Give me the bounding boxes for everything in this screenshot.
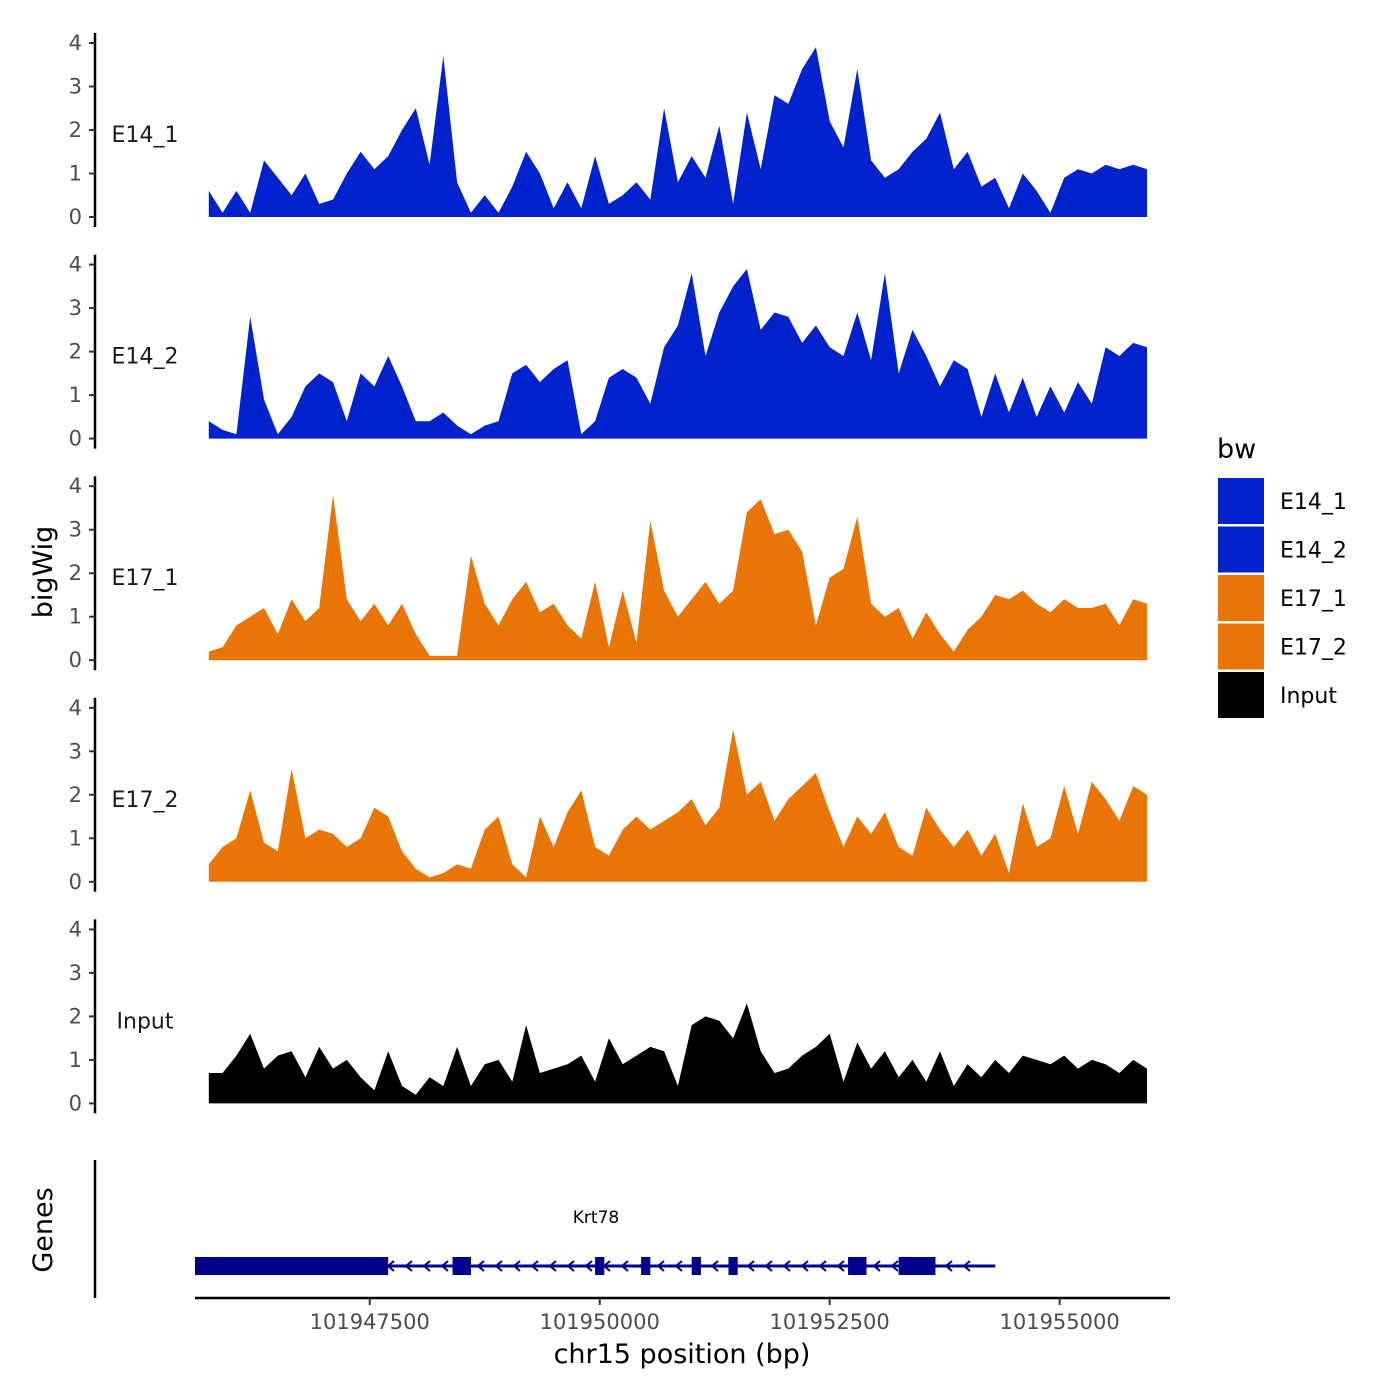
legend-swatch — [1218, 575, 1264, 621]
strand-arrow — [656, 1260, 665, 1272]
gene-exon — [728, 1257, 738, 1275]
y-tick-label: 0 — [69, 205, 82, 229]
y-axis-title: bigWig — [28, 526, 59, 619]
y-tick-label: 3 — [69, 961, 82, 985]
strand-arrow — [890, 1260, 899, 1272]
y-tick-label: 0 — [69, 427, 82, 451]
track-e14-2: 0 1 2 3 4 E14_2 — [69, 253, 1148, 451]
legend-swatch — [1218, 526, 1264, 573]
x-tick-label: 101955000 — [999, 1310, 1119, 1334]
track-label: E17_2 — [112, 788, 179, 813]
legend-label: E17_1 — [1280, 587, 1347, 612]
gene-name-label: Krt78 — [573, 1208, 619, 1228]
legend: bw E14_1 E14_2 E17_1 E17_2 Input — [1217, 434, 1347, 718]
strand-arrow — [962, 1260, 971, 1272]
strand-arrow — [782, 1260, 791, 1272]
gene-exon — [898, 1257, 936, 1275]
y-tick-label: 0 — [69, 1091, 82, 1115]
strand-arrow — [872, 1260, 881, 1272]
gene-exon — [848, 1257, 867, 1275]
strand-arrow — [818, 1260, 827, 1272]
y-tick-label: 4 — [69, 696, 82, 720]
strand-arrow — [566, 1260, 575, 1272]
legend-label: E17_2 — [1280, 636, 1347, 661]
strand-arrow — [944, 1260, 953, 1272]
area-input — [208, 1003, 1148, 1104]
gene-model — [195, 1257, 996, 1275]
x-axis: 101947500 101950000 101952500 101955000 — [195, 1296, 1170, 1334]
gene-exon — [595, 1257, 605, 1275]
gene-exon — [195, 1257, 389, 1275]
strand-arrow — [476, 1260, 485, 1272]
strand-arrow — [422, 1260, 431, 1272]
y-tick-label: 3 — [69, 75, 82, 99]
x-axis-title: chr15 position (bp) — [554, 1339, 811, 1370]
legend-label: E14_1 — [1280, 490, 1347, 515]
strand-arrow — [530, 1260, 539, 1272]
gene-panel: Krt78 — [93, 1160, 996, 1298]
y-tick-label: 2 — [69, 783, 82, 807]
x-tick-label: 101947500 — [310, 1310, 430, 1334]
strand-arrow — [404, 1260, 413, 1272]
track-e17-1: 0 1 2 3 4 E17_1 — [69, 474, 1148, 672]
strand-arrow — [620, 1260, 629, 1272]
area-e17-1 — [208, 494, 1148, 661]
strand-arrow — [746, 1260, 755, 1272]
y-tick-label: 2 — [69, 340, 82, 364]
legend-swatch — [1218, 478, 1264, 524]
y-tick-label: 0 — [69, 870, 82, 894]
area-e14-2 — [208, 269, 1148, 439]
y-tick-label: 4 — [69, 917, 82, 941]
y-tick-label: 0 — [69, 648, 82, 672]
strand-arrow — [494, 1260, 503, 1272]
y-tick-label: 3 — [69, 296, 82, 320]
x-tick-label: 101950000 — [540, 1310, 660, 1334]
track-label: Input — [117, 1009, 174, 1034]
legend-title: bw — [1217, 434, 1256, 465]
strand-arrow — [674, 1260, 683, 1272]
gene-exon — [641, 1257, 651, 1275]
signal-tracks: 0 1 2 3 4 E14_1 0 1 2 3 4 E14_2 0 1 2 3 4 E17_1 0 1 2 3 4 E17_2… — [69, 31, 1148, 1115]
track-label: E14_2 — [112, 345, 179, 370]
strand-arrow — [800, 1260, 809, 1272]
area-e14-1 — [208, 47, 1148, 217]
strand-arrow — [764, 1260, 773, 1272]
gene-exon — [691, 1257, 701, 1275]
gene-exon — [452, 1257, 471, 1275]
strand-arrow — [440, 1260, 449, 1272]
y-tick-label: 4 — [69, 31, 82, 55]
y-tick-label: 1 — [69, 605, 82, 629]
y-tick-label: 1 — [69, 383, 82, 407]
x-tick-label: 101952500 — [770, 1310, 890, 1334]
y-tick-label: 4 — [69, 474, 82, 498]
legend-swatch — [1218, 672, 1264, 718]
y-tick-label: 3 — [69, 739, 82, 763]
track-label: E17_1 — [112, 566, 179, 591]
y-tick-label: 2 — [69, 561, 82, 585]
y-tick-label: 2 — [69, 118, 82, 142]
legend-label: E14_2 — [1280, 539, 1347, 564]
y-tick-label: 1 — [69, 826, 82, 850]
y-tick-label: 4 — [69, 253, 82, 277]
y-tick-label: 2 — [69, 1004, 82, 1028]
strand-arrow — [512, 1260, 521, 1272]
gene-panel-title: Genes — [28, 1187, 59, 1272]
track-e17-2: 0 1 2 3 4 E17_2 — [69, 696, 1148, 894]
legend-label: Input — [1280, 684, 1337, 709]
y-tick-label: 3 — [69, 518, 82, 542]
strand-arrow — [584, 1260, 593, 1272]
track-e14-1: 0 1 2 3 4 E14_1 — [69, 31, 1148, 229]
area-e17-2 — [208, 729, 1148, 882]
track-input: 0 1 2 3 4 Input — [69, 917, 1148, 1115]
strand-arrow — [836, 1260, 845, 1272]
strand-arrow — [548, 1260, 557, 1272]
y-tick-label: 1 — [69, 162, 82, 186]
y-tick-label: 1 — [69, 1048, 82, 1072]
strand-arrow — [710, 1260, 719, 1272]
legend-swatch — [1218, 623, 1264, 670]
track-label: E14_1 — [112, 123, 179, 148]
